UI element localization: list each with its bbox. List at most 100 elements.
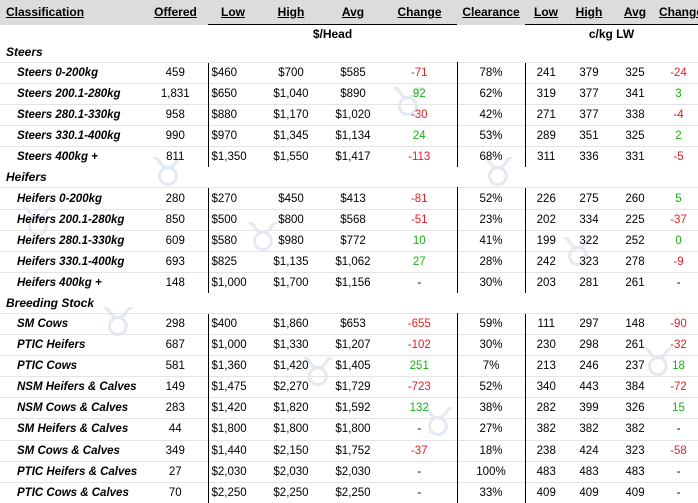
ckg-avg-cell: 278 — [611, 250, 659, 273]
clearance-cell: 78% — [457, 61, 525, 84]
avg-cell: $1,729 — [324, 376, 382, 398]
high-cell: $980 — [258, 229, 324, 252]
change-cell: - — [382, 418, 458, 440]
change-cell: -51 — [382, 208, 458, 231]
clearance-cell: 42% — [457, 104, 525, 126]
ckg-avg-cell: 261 — [611, 334, 659, 356]
ckg-change-cell: -90 — [659, 312, 698, 335]
ckg-avg-cell: 148 — [611, 312, 659, 335]
clearance-cell: 59% — [457, 312, 525, 335]
ckg-low-cell: 311 — [524, 146, 567, 168]
ckg-avg-cell: 331 — [611, 146, 659, 168]
ckg-avg-cell: 323 — [611, 439, 659, 462]
classification-cell: PTIC Cows — [0, 355, 143, 377]
low-cell: $1,475 — [207, 376, 258, 398]
ckg-high-cell: 336 — [567, 146, 611, 168]
classification-cell: Steers 330.1-400kg — [0, 125, 143, 147]
ckg-low-cell: 409 — [524, 481, 567, 503]
ckg-change-cell: - — [659, 271, 698, 293]
ckg-low-cell: 282 — [524, 397, 567, 419]
high-cell: $2,250 — [258, 481, 324, 503]
change-cell: - — [382, 460, 458, 483]
ckg-change-cell: -24 — [659, 61, 698, 84]
low-cell: $650 — [207, 83, 258, 105]
offered-cell: 44 — [143, 418, 208, 440]
offered-cell: 349 — [143, 439, 208, 462]
change-cell: 92 — [382, 83, 458, 105]
header-offered: Offered — [143, 0, 208, 25]
ckg-avg-cell: 341 — [611, 83, 659, 105]
clearance-cell: 18% — [457, 439, 525, 462]
table-row: Heifers 280.1-330kg 609 $580 $980 $772 10 41% 1… — [0, 229, 698, 252]
high-cell: $1,550 — [258, 146, 324, 168]
header-ckg-change: Change — [659, 0, 698, 25]
ckg-low-cell: 111 — [524, 312, 567, 335]
ckg-low-cell: 483 — [524, 460, 567, 483]
avg-cell: $1,062 — [324, 250, 382, 273]
table-row: PTIC Heifers & Calves 27 $2,030 $2,030 $2,03… — [0, 460, 698, 483]
ckg-low-cell: 241 — [524, 61, 567, 84]
offered-cell: 148 — [143, 271, 208, 293]
table-row: Heifers 400kg +148 $1,000 $1,700 $1,156-30%… — [0, 271, 698, 293]
high-cell: $450 — [258, 187, 324, 210]
change-cell: -723 — [382, 376, 458, 398]
ckg-high-cell: 379 — [567, 61, 611, 84]
offered-cell: 990 — [143, 125, 208, 147]
ckg-change-cell: - — [659, 481, 698, 503]
ckg-avg-cell: 325 — [611, 125, 659, 147]
header-ckg-low: Low — [525, 0, 567, 25]
table-row: PTIC Heifers 687 $1,000 $1,330 $1,207 -102 30%… — [0, 334, 698, 356]
ckg-high-cell: 409 — [567, 481, 611, 503]
clearance-cell: 52% — [457, 187, 525, 210]
ckg-high-cell: 377 — [567, 104, 611, 126]
ckg-high-cell: 443 — [567, 376, 611, 398]
header-ckg-avg: Avg — [611, 0, 659, 25]
clearance-cell: 23% — [457, 208, 525, 231]
section-header: Breeding Stock — [0, 293, 698, 314]
header-row: Classification Offered Low High Avg Change Cle… — [0, 0, 698, 25]
classification-cell: SM Cows & Calves — [0, 439, 143, 462]
ckg-high-cell: 399 — [567, 397, 611, 419]
high-cell: $1,345 — [258, 125, 324, 147]
offered-cell: 298 — [143, 312, 208, 335]
classification-cell: Steers 280.1-330kg — [0, 104, 143, 126]
unit-head-label: $/Head — [208, 24, 457, 42]
classification-cell: PTIC Heifers & Calves — [0, 460, 143, 483]
low-cell: $1,800 — [207, 418, 258, 440]
ckg-change-cell: - — [659, 460, 698, 483]
header-change: Change — [382, 0, 457, 25]
ckg-low-cell: 242 — [524, 250, 567, 273]
table-row: Heifers 330.1-400kg 693 $825 $1,135 $1,062 27… — [0, 250, 698, 273]
classification-cell: PTIC Heifers — [0, 334, 143, 356]
clearance-cell: 38% — [457, 397, 525, 419]
offered-cell: 687 — [143, 334, 208, 356]
ckg-high-cell: 246 — [567, 355, 611, 377]
ckg-low-cell: 213 — [524, 355, 567, 377]
avg-cell: $1,156 — [324, 271, 382, 293]
header-ckg-high: High — [567, 0, 611, 25]
clearance-cell: 41% — [457, 229, 525, 252]
avg-cell: $585 — [324, 61, 382, 84]
ckg-change-cell: -9 — [659, 250, 698, 273]
avg-cell: $653 — [324, 312, 382, 335]
ckg-low-cell: 289 — [524, 125, 567, 147]
clearance-cell: 30% — [457, 271, 525, 293]
avg-cell: $2,030 — [324, 460, 382, 483]
offered-cell: 27 — [143, 460, 208, 483]
change-cell: -30 — [382, 104, 458, 126]
ckg-low-cell: 202 — [524, 208, 567, 231]
offered-cell: 280 — [143, 187, 208, 210]
ckg-avg-cell: 261 — [611, 271, 659, 293]
avg-cell: $1,592 — [324, 397, 382, 419]
unit-lw-label: c/kg LW — [525, 24, 698, 42]
change-cell: - — [382, 271, 458, 293]
high-cell: $1,820 — [258, 397, 324, 419]
ckg-avg-cell: 325 — [611, 61, 659, 84]
table-row: Steers 330.1-400kg 990 $970 $1,345 $1,134 24 5… — [0, 125, 698, 147]
table-body: $/Head c/kg LW Steers Steers 0-200kg 459 $4… — [0, 24, 698, 503]
avg-cell: $568 — [324, 208, 382, 231]
ckg-change-cell: -5 — [659, 146, 698, 168]
low-cell: $825 — [207, 250, 258, 273]
change-cell: -102 — [382, 334, 458, 356]
